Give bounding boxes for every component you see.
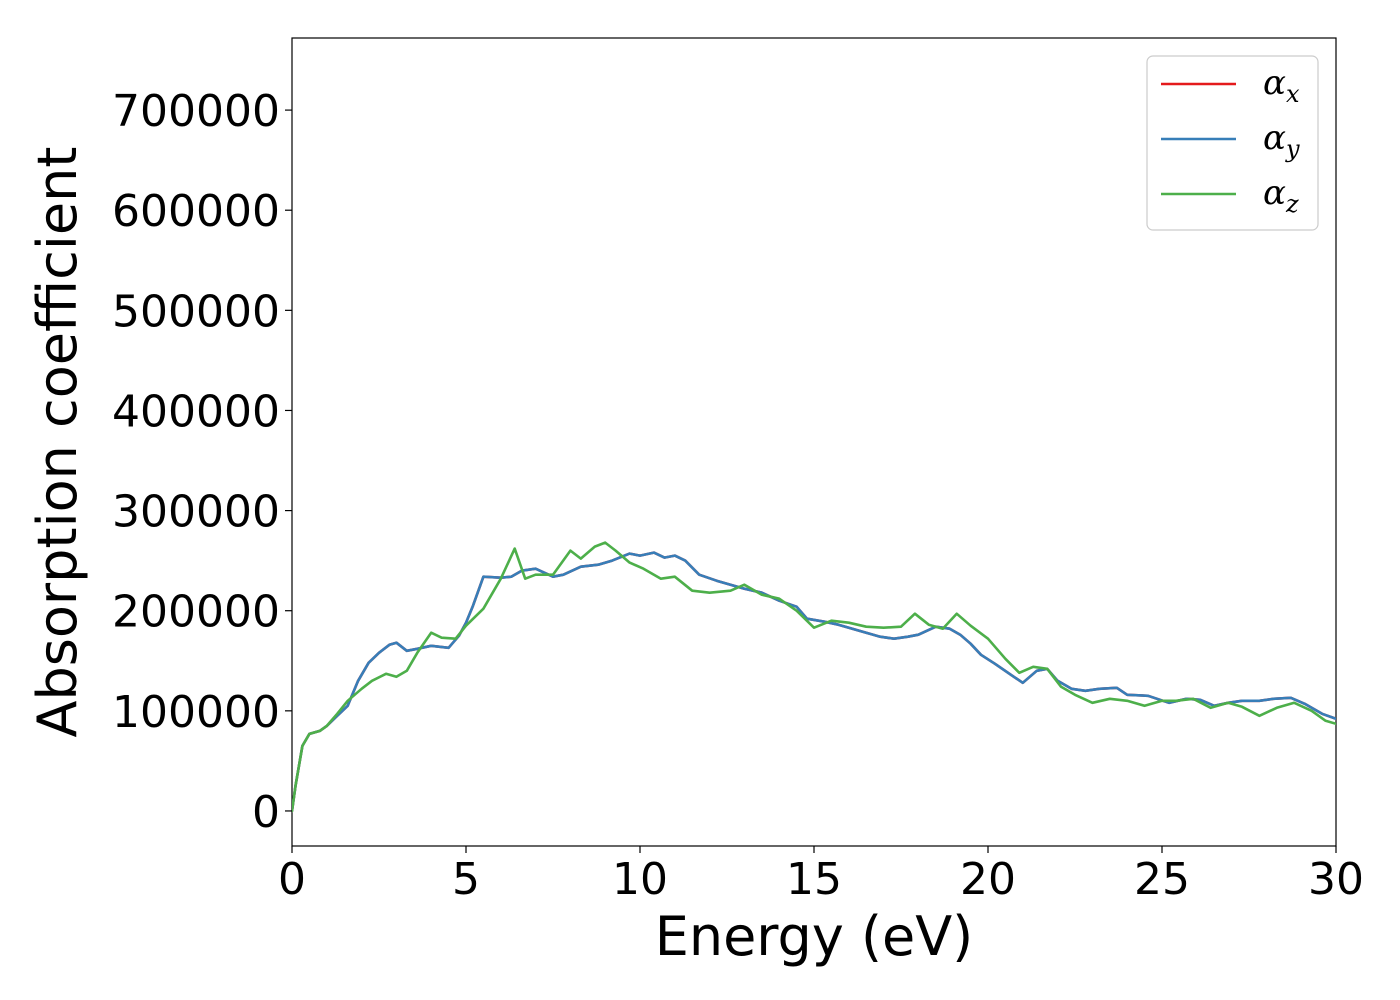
y-tick-label: 100000 [112,687,280,738]
y-axis-title: Absorption coefficient [26,147,89,738]
legend-label-y: αy [1263,118,1300,163]
x-tick-label: 30 [1308,854,1364,905]
y-tick-label: 0 [252,787,280,838]
legend-label-x: αx [1263,63,1300,108]
legend: αx αy αz [1146,55,1319,231]
series-line-z [292,541,1336,813]
x-axis-ticks: 0 5 10 15 20 25 30 [278,846,1364,905]
series-line-x [292,551,1336,813]
y-tick-label: 400000 [112,386,280,437]
y-tick-label: 300000 [112,487,280,538]
y-tick-label: 600000 [112,186,280,237]
x-tick-label: 10 [612,854,668,905]
x-tick-label: 25 [1134,854,1190,905]
y-tick-label: 200000 [112,587,280,638]
y-tick-label: 700000 [112,86,280,137]
x-tick-label: 20 [960,854,1016,905]
x-tick-label: 0 [278,854,306,905]
x-tick-label: 5 [452,854,480,905]
legend-box [1146,55,1319,231]
series-layer [292,541,1336,813]
legend-label-z: αz [1263,173,1299,218]
series-line-y [292,551,1336,813]
y-tick-label: 500000 [112,286,280,337]
x-axis-title: Energy (eV) [655,905,974,968]
x-tick-label: 15 [786,854,842,905]
y-axis-ticks: 0 100000 200000 300000 400000 500000 600000 700… [112,86,292,838]
